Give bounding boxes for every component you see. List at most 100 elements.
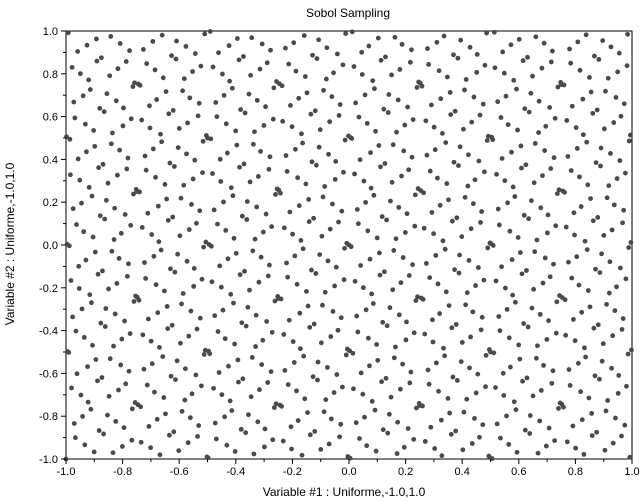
data-point bbox=[170, 214, 176, 220]
data-point bbox=[393, 344, 398, 350]
data-point bbox=[301, 353, 307, 359]
data-point bbox=[470, 201, 476, 207]
data-point bbox=[142, 260, 147, 265]
data-point bbox=[389, 179, 395, 185]
data-point bbox=[130, 84, 136, 89]
data-point bbox=[354, 207, 360, 212]
data-point bbox=[111, 343, 116, 349]
data-point bbox=[182, 366, 188, 372]
data-point bbox=[468, 226, 474, 232]
data-point bbox=[470, 309, 476, 315]
data-point bbox=[410, 117, 416, 123]
data-point bbox=[230, 193, 236, 199]
data-point bbox=[318, 340, 324, 346]
data-point bbox=[313, 162, 319, 168]
data-point bbox=[163, 411, 168, 417]
data-point bbox=[473, 283, 478, 288]
data-point bbox=[354, 313, 360, 319]
data-point bbox=[289, 446, 294, 452]
data-point bbox=[404, 211, 410, 217]
data-point bbox=[419, 295, 424, 301]
data-point bbox=[572, 232, 577, 238]
data-point bbox=[104, 91, 110, 97]
data-point bbox=[398, 280, 404, 286]
data-point bbox=[271, 405, 277, 410]
data-point bbox=[262, 426, 268, 432]
data-point bbox=[356, 221, 361, 227]
data-point bbox=[442, 246, 448, 252]
data-point bbox=[549, 380, 555, 386]
data-point bbox=[458, 37, 464, 43]
data-point bbox=[321, 87, 326, 93]
data-point bbox=[544, 337, 550, 342]
data-point bbox=[444, 181, 450, 186]
data-point bbox=[307, 324, 313, 330]
data-point bbox=[158, 131, 163, 137]
data-point bbox=[467, 365, 472, 371]
data-point bbox=[483, 384, 488, 390]
data-point bbox=[348, 244, 354, 250]
data-point bbox=[171, 164, 177, 169]
data-point bbox=[162, 181, 168, 187]
data-point bbox=[626, 138, 632, 144]
data-point bbox=[555, 84, 561, 90]
data-point bbox=[539, 65, 545, 71]
data-point bbox=[164, 196, 170, 202]
data-point bbox=[323, 76, 329, 82]
data-point bbox=[341, 169, 346, 175]
data-point bbox=[609, 365, 614, 371]
data-point bbox=[181, 76, 187, 82]
data-point bbox=[191, 266, 197, 271]
data-point bbox=[212, 420, 218, 426]
data-point bbox=[379, 214, 385, 219]
data-point bbox=[520, 378, 525, 384]
data-point bbox=[255, 419, 261, 425]
data-point bbox=[291, 360, 297, 365]
data-point bbox=[140, 332, 146, 338]
data-point bbox=[564, 439, 570, 445]
data-point bbox=[583, 354, 588, 360]
y-tick-label: 0.6 bbox=[43, 112, 58, 124]
data-point bbox=[515, 127, 520, 133]
data-point bbox=[344, 240, 350, 246]
data-point bbox=[577, 174, 582, 180]
data-point bbox=[229, 85, 235, 91]
data-point bbox=[519, 271, 525, 277]
data-point bbox=[250, 141, 256, 147]
chart-title: Sobol Sampling bbox=[306, 6, 390, 20]
data-point bbox=[553, 330, 559, 336]
data-point bbox=[424, 152, 430, 158]
data-point bbox=[91, 128, 97, 133]
data-point bbox=[102, 216, 108, 222]
data-point bbox=[72, 115, 78, 121]
data-point bbox=[121, 105, 126, 111]
data-point bbox=[269, 224, 275, 230]
data-point bbox=[288, 424, 294, 430]
data-point bbox=[486, 453, 492, 459]
data-point bbox=[349, 29, 355, 35]
data-point bbox=[627, 132, 633, 138]
data-point bbox=[325, 365, 330, 370]
data-point bbox=[199, 276, 205, 282]
data-point bbox=[399, 173, 404, 179]
data-point bbox=[536, 98, 542, 104]
data-point bbox=[397, 67, 403, 72]
data-point bbox=[212, 313, 218, 319]
data-point bbox=[197, 208, 203, 214]
data-point bbox=[533, 355, 539, 361]
data-point bbox=[438, 96, 444, 102]
y-tick-label: -0.4 bbox=[39, 326, 58, 338]
data-point bbox=[602, 447, 608, 453]
data-point bbox=[118, 230, 124, 236]
data-point bbox=[525, 324, 531, 330]
data-point bbox=[285, 274, 291, 280]
data-point bbox=[515, 235, 521, 240]
data-point bbox=[503, 285, 508, 291]
data-point bbox=[331, 70, 336, 76]
data-point bbox=[90, 234, 96, 240]
data-point bbox=[193, 372, 199, 378]
data-point bbox=[565, 153, 571, 159]
data-point bbox=[390, 287, 396, 293]
data-point bbox=[405, 104, 410, 110]
data-point bbox=[449, 325, 455, 331]
